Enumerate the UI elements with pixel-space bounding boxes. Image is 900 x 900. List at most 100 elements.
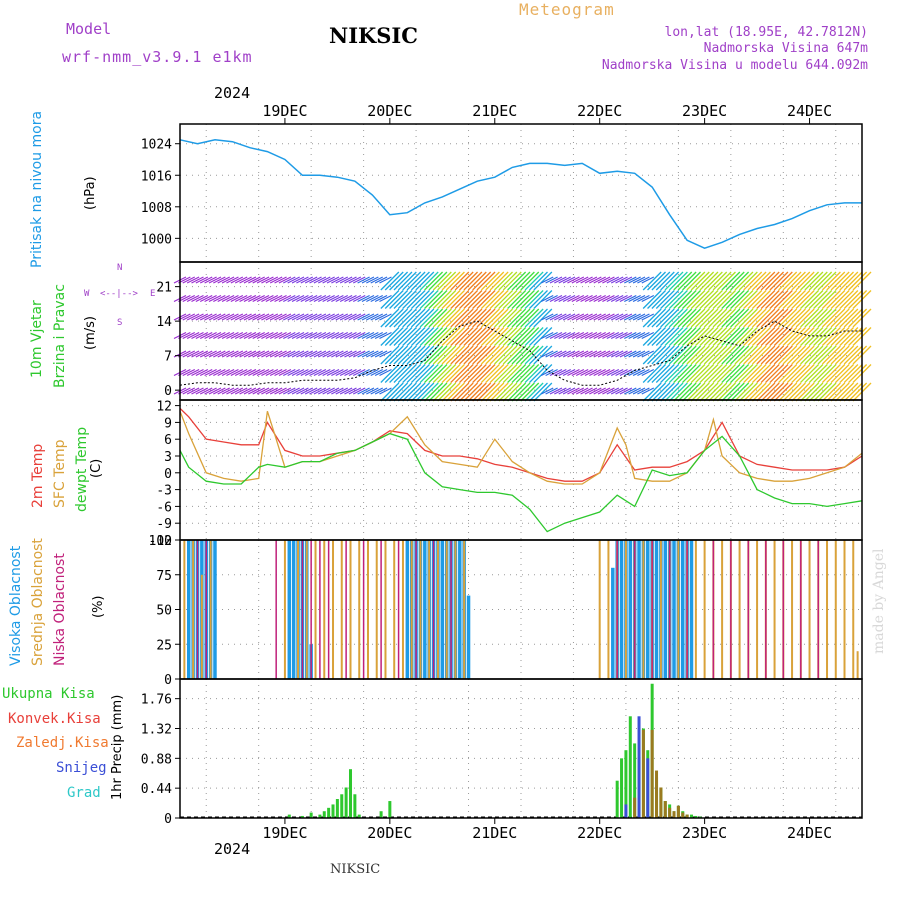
wind-barb xyxy=(554,368,567,377)
wind-barb xyxy=(786,271,806,291)
wind-barb xyxy=(498,290,518,309)
wind-barb xyxy=(208,387,222,395)
wind-barb xyxy=(432,308,452,328)
wind-barb xyxy=(584,387,598,395)
wind-barb xyxy=(494,364,513,383)
wind-barb xyxy=(593,350,606,358)
wind-barb xyxy=(637,350,650,358)
wind-barb xyxy=(326,294,340,303)
wind-barb xyxy=(782,345,802,365)
wind-barb xyxy=(593,387,606,395)
wind-barb xyxy=(344,313,357,321)
wind-barb xyxy=(610,313,624,321)
wind-barb xyxy=(524,308,544,328)
wind-barb xyxy=(459,290,478,309)
wind-barb xyxy=(549,331,563,340)
wind-barb xyxy=(721,308,741,328)
wind-barb xyxy=(554,387,567,395)
cloud-low-bar xyxy=(415,540,417,679)
wind-barb xyxy=(313,368,327,377)
wind-barb xyxy=(773,271,793,291)
wind-barb xyxy=(664,345,684,365)
cloud-high-bar xyxy=(405,540,410,679)
wind-barb xyxy=(677,382,697,402)
wind-barb xyxy=(269,368,283,377)
wind-barb xyxy=(743,271,763,291)
wind-barb xyxy=(580,350,593,358)
wind-barb xyxy=(682,364,701,383)
wind-barb xyxy=(186,350,200,358)
wind-barb xyxy=(357,331,370,340)
wind-barb xyxy=(615,313,628,321)
wind-barb xyxy=(682,290,701,309)
wind-barb xyxy=(747,382,767,402)
wind-barb xyxy=(632,313,646,321)
wind-barb xyxy=(195,350,209,358)
wind-barb xyxy=(304,350,318,358)
wind-barb xyxy=(584,294,598,303)
cloud-mid-bar xyxy=(419,540,422,679)
cloud-mid-bar xyxy=(694,540,697,679)
wind-barb xyxy=(813,271,833,291)
wind-barb xyxy=(283,276,296,284)
wind-barb xyxy=(632,387,646,395)
wind-barb xyxy=(558,294,571,303)
wind-barb xyxy=(703,290,723,309)
wind-barb xyxy=(213,313,226,321)
wind-barb xyxy=(226,294,239,303)
wind-barb xyxy=(239,313,252,321)
wind-barb xyxy=(357,276,370,284)
wind-barb xyxy=(721,327,741,346)
wind-barb xyxy=(642,308,662,328)
x-tick-label-top: 23DEC xyxy=(682,102,727,120)
wind-barb xyxy=(584,350,598,358)
wind-barb xyxy=(808,327,828,346)
wind-barb xyxy=(695,345,715,365)
wind-barb xyxy=(813,308,833,328)
wind-barb xyxy=(699,345,719,365)
cloud-low-bar xyxy=(782,540,785,679)
cloud-mid-bar xyxy=(773,540,776,679)
wind-barb xyxy=(186,276,200,284)
wind-barb xyxy=(511,271,531,291)
wind-barb xyxy=(562,313,576,321)
wind-barb xyxy=(366,368,379,377)
precip-frozen-bar xyxy=(672,811,676,818)
wind-barb xyxy=(186,294,200,303)
wind-barb xyxy=(213,331,226,340)
wind-barb xyxy=(234,313,248,321)
wind-barb xyxy=(252,313,265,321)
wind-barb xyxy=(437,345,457,365)
precip-frozen-bar xyxy=(650,729,654,818)
wind-barb xyxy=(287,368,300,377)
wind-barb xyxy=(208,294,222,303)
wind-barb xyxy=(410,290,430,309)
wind-barb xyxy=(655,382,675,402)
wind-barb xyxy=(424,345,444,365)
wind-barb xyxy=(673,271,693,291)
wind-barb xyxy=(384,382,404,402)
wind-barb xyxy=(393,271,413,291)
wind-barb xyxy=(795,364,815,383)
wind-barb xyxy=(717,271,736,291)
wind-barb xyxy=(593,368,606,377)
x-tick-label-bottom: 19DEC xyxy=(262,824,307,842)
wind-barb xyxy=(589,387,602,395)
wind-barb xyxy=(575,331,589,340)
wind-barb xyxy=(673,308,693,328)
wind-barb xyxy=(397,364,417,383)
wind-barb xyxy=(226,368,239,377)
cloud-high-bar xyxy=(681,540,685,679)
wind-barb xyxy=(549,350,563,358)
wind-barb xyxy=(221,387,235,395)
wind-barb xyxy=(467,290,487,309)
precip-total-bar xyxy=(309,812,313,818)
wind-barb xyxy=(243,368,257,377)
wind-barb xyxy=(756,271,776,291)
wind-barb xyxy=(751,271,771,291)
wind-barb xyxy=(191,368,204,377)
wind-barb xyxy=(817,364,837,383)
wind-barb xyxy=(208,276,222,284)
footer-station: NIKSIC xyxy=(330,862,381,877)
wind-barb xyxy=(813,327,833,346)
